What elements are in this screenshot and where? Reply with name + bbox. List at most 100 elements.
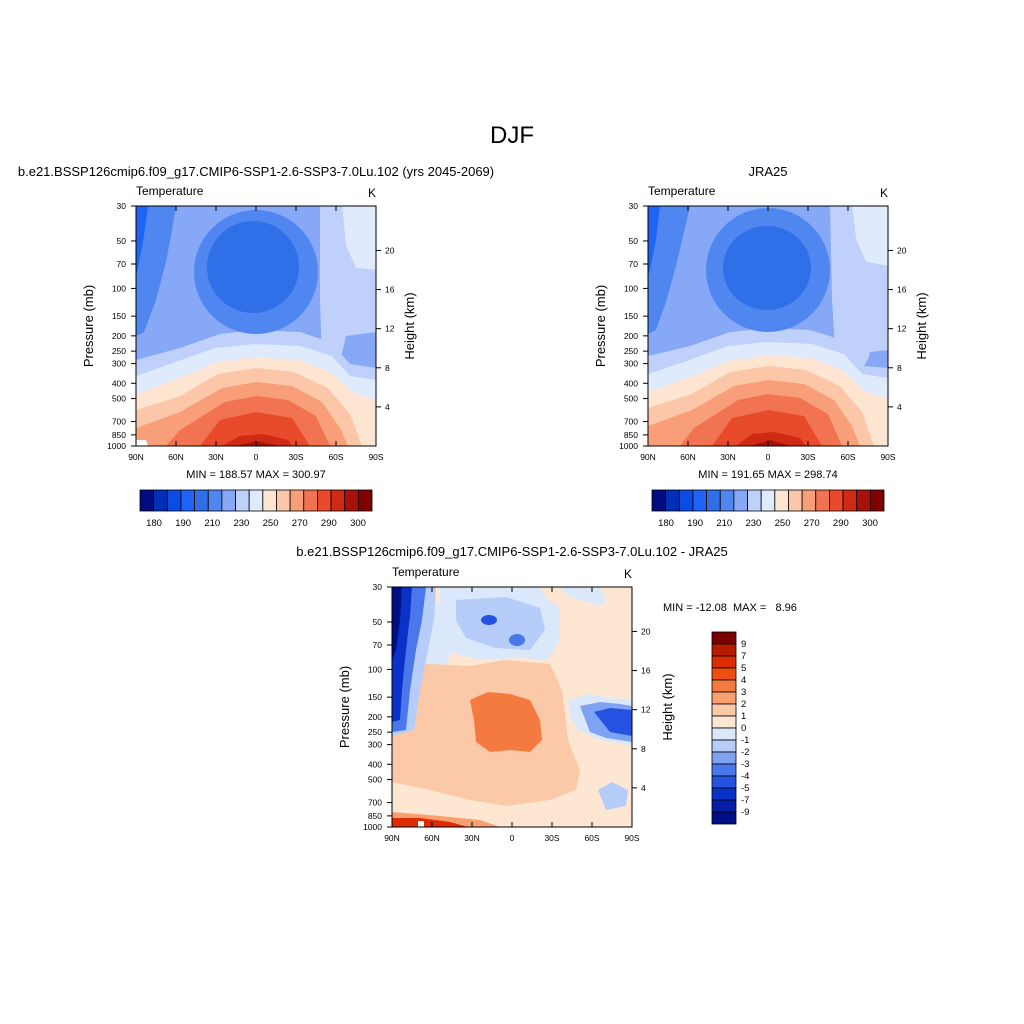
pressure-tick-label: 30 [373, 582, 383, 592]
colorbar-box [711, 703, 737, 717]
pressure-tick-label: 300 [624, 359, 638, 369]
colorbar-box [194, 489, 209, 512]
colorbar-label: 180 [658, 518, 674, 529]
colorbar-box [815, 489, 830, 512]
colorbar-box [711, 799, 737, 813]
pressure-tick-label: 30 [629, 201, 639, 211]
colorbar-label: 300 [350, 518, 366, 529]
height-tick-label: 4 [641, 783, 646, 793]
panel-obs-height-ticks: 20 16 12 8 4 [888, 245, 907, 412]
panel-model-ylabel: Pressure (mb) [81, 285, 96, 367]
colorbar-box [711, 667, 737, 681]
panel-obs-ylabel: Pressure (mb) [593, 285, 608, 367]
colorbar-box [711, 739, 737, 753]
lat-tick-label: 60S [328, 452, 343, 462]
colorbar-label: 3 [741, 687, 746, 698]
colorbar-label: -1 [741, 735, 749, 746]
colorbar-box [330, 489, 346, 512]
panel-obs-header: JRA25 [748, 164, 787, 179]
lat-tick-label: 0 [766, 452, 771, 462]
panel-model-field [136, 206, 376, 446]
colorbar-box [276, 489, 291, 512]
colorbar-label: -9 [741, 807, 749, 818]
colorbar-box [317, 489, 332, 512]
colorbar-box [842, 489, 858, 512]
colorbar-box [711, 655, 737, 669]
page-title: DJF [490, 122, 534, 149]
panel-obs-variable: Temperature [648, 184, 716, 198]
panel-model-lat-ticks: 90N 60N 30N 0 30S 60S 90S [128, 206, 384, 462]
colorbar-box [760, 489, 776, 512]
panel-diff-header: b.e21.BSSP126cmip6.f09_g17.CMIP6-SSP1-2.… [296, 544, 727, 559]
colorbar-box [747, 489, 762, 512]
lat-tick-label: 30N [208, 452, 224, 462]
pressure-tick-label: 500 [112, 394, 126, 404]
pressure-tick-label: 700 [624, 417, 638, 427]
pressure-tick-label: 200 [368, 712, 382, 722]
colorbar-box [262, 489, 277, 512]
pressure-tick-label: 200 [624, 331, 638, 341]
colorbar-box [344, 489, 359, 512]
colorbar-box [711, 763, 737, 777]
colorbar-label: 7 [741, 651, 746, 662]
pressure-tick-label: 850 [624, 430, 638, 440]
pressure-tick-label: 250 [368, 727, 382, 737]
colorbar-label: 210 [716, 518, 732, 529]
panel-diff-field [392, 587, 632, 827]
pressure-tick-label: 30 [117, 201, 127, 211]
colorbar-box [856, 489, 871, 512]
colorbar-label: 0 [741, 723, 746, 734]
pressure-tick-label: 850 [368, 811, 382, 821]
lat-tick-label: 90S [624, 833, 639, 843]
colorbar-label: 250 [775, 518, 791, 529]
height-tick-label: 12 [385, 324, 395, 334]
colorbar-label: 230 [233, 518, 249, 529]
panel-model: b.e21.BSSP126cmip6.f09_g17.CMIP6-SSP1-2.… [18, 164, 494, 529]
pressure-tick-label: 50 [373, 617, 383, 627]
lat-tick-label: 30S [288, 452, 303, 462]
pressure-tick-label: 50 [629, 236, 639, 246]
colorbar-label: 9 [741, 639, 746, 650]
colorbar-box [678, 489, 694, 512]
height-tick-label: 12 [641, 705, 651, 715]
colorbar-box [711, 679, 737, 693]
pressure-tick-label: 400 [368, 759, 382, 769]
pressure-tick-label: 50 [117, 236, 127, 246]
pressure-tick-label: 500 [368, 775, 382, 785]
panel-obs-field [648, 206, 888, 446]
pressure-tick-label: 300 [112, 359, 126, 369]
lat-tick-label: 0 [510, 833, 515, 843]
height-tick-label: 4 [385, 402, 390, 412]
colorbar-box [711, 775, 737, 789]
lat-tick-label: 60N [168, 452, 184, 462]
panel-diff-height-ticks: 20 16 12 8 4 [632, 626, 651, 793]
colorbar-box [248, 489, 264, 512]
colorbar-box [711, 631, 737, 645]
pressure-tick-label: 250 [624, 346, 638, 356]
colorbar-box [180, 489, 195, 512]
panel-diff: b.e21.BSSP126cmip6.f09_g17.CMIP6-SSP1-2.… [296, 544, 797, 843]
panel-model-colorbar: 180 190 210 230 250 270 290 300 [139, 489, 373, 529]
colorbar-box [711, 727, 737, 741]
panel-model-stats: MIN = 188.57 MAX = 300.97 [186, 469, 325, 481]
lat-tick-label: 30S [544, 833, 559, 843]
height-tick-label: 16 [385, 285, 395, 295]
colorbar-box [711, 643, 737, 657]
colorbar-box [207, 489, 223, 512]
pressure-tick-label: 500 [624, 394, 638, 404]
colorbar-label: 180 [146, 518, 162, 529]
lat-tick-label: 90S [880, 452, 895, 462]
colorbar-label: 250 [263, 518, 279, 529]
panel-diff-lat-ticks: 90N 60N 30N 0 30S 60S 90S [384, 587, 640, 843]
lat-tick-label: 30N [464, 833, 480, 843]
lat-tick-label: 60S [584, 833, 599, 843]
lat-tick-label: 90N [128, 452, 144, 462]
lat-tick-label: 60N [680, 452, 696, 462]
height-tick-label: 8 [897, 363, 902, 373]
colorbar-box [774, 489, 789, 512]
colorbar-box [651, 489, 667, 512]
pressure-tick-label: 700 [368, 798, 382, 808]
colorbar-label: -7 [741, 795, 749, 806]
height-tick-label: 16 [641, 666, 651, 676]
